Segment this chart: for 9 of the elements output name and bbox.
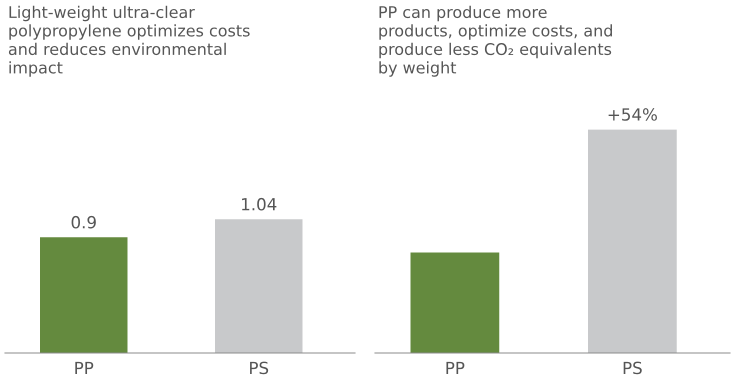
chart-title: Light-weight ultra-clear polypropylene optimizes costs and reduces environmental impact [8,6,250,77]
x-tick-label: PS [250,362,268,374]
chart-title: PP can produce more products, optimize costs, and produce less CO₂ equivalents by weight [379,6,612,77]
annotation: +54% [608,108,657,121]
x-tick-label: PP [446,362,464,374]
data-label: 1.04 [242,198,276,210]
data-label: 0.9 [72,216,96,228]
x-tick-label: PP [75,362,94,374]
x-tick-label: PS [624,362,642,374]
